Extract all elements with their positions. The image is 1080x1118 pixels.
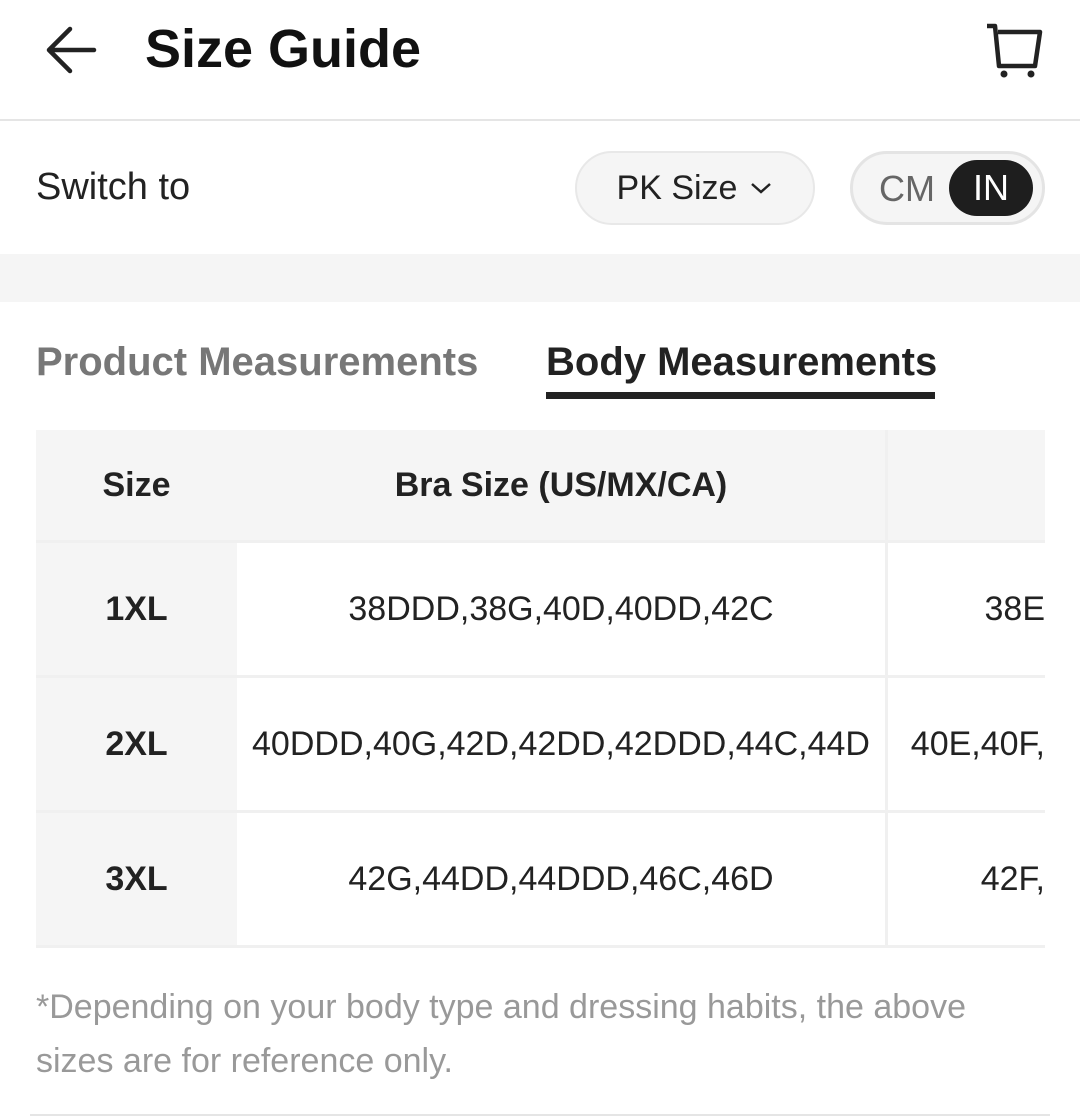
bra-size-cell: 42G,44DD,44DDD,46C,46D (237, 813, 888, 945)
region-size-value: PK Size (616, 168, 738, 207)
size-cell: 2XL (36, 678, 237, 810)
col3-cell: 38E (984, 589, 1046, 628)
unit-toggle[interactable]: CM IN (850, 151, 1045, 225)
header-col3 (888, 430, 1045, 540)
header-size: Size (36, 430, 237, 540)
table-header-row: Size Bra Size (US/MX/CA) (36, 430, 1045, 543)
reference-note: *Depending on your body type and dressin… (36, 988, 966, 1080)
table-row: 1XL 38DDD,38G,40D,40DD,42C 38E (36, 543, 1045, 678)
tab-product-measurements[interactable]: Product Measurements (36, 340, 479, 384)
col3-cell: 40E,40F, (910, 724, 1045, 763)
switch-label: Switch to (36, 166, 191, 208)
unit-cm[interactable]: CM (879, 168, 935, 209)
arrow-left-icon[interactable] (44, 24, 98, 76)
page-title: Size Guide (145, 19, 422, 79)
size-table: Size Bra Size (US/MX/CA) 1XL 38DDD,38G,4… (36, 430, 1045, 948)
header: Size Guide (0, 0, 1080, 121)
unit-in[interactable]: IN (949, 160, 1033, 216)
divider-band (0, 254, 1080, 302)
table-row: 3XL 42G,44DD,44DDD,46C,46D 42F, (36, 813, 1045, 948)
tab-body-measurements[interactable]: Body Measurements (546, 340, 938, 384)
bra-size-cell: 38DDD,38G,40D,40DD,42C (237, 543, 888, 675)
size-cell: 1XL (36, 543, 237, 675)
region-size-dropdown[interactable]: PK Size (575, 151, 815, 225)
col3-cell: 42F, (980, 859, 1045, 898)
cart-icon[interactable] (984, 20, 1044, 80)
header-bra-size: Bra Size (US/MX/CA) (237, 430, 888, 540)
bra-size-cell: 40DDD,40G,42D,42DD,42DDD,44C,44D (237, 678, 888, 810)
switch-row: Switch to PK Size CM IN (0, 122, 1080, 254)
active-tab-indicator (546, 392, 935, 399)
table-row: 2XL 40DDD,40G,42D,42DD,42DDD,44C,44D 40E… (36, 678, 1045, 813)
chevron-down-icon (751, 183, 772, 194)
size-cell: 3XL (36, 813, 237, 945)
divider (30, 1114, 1050, 1116)
